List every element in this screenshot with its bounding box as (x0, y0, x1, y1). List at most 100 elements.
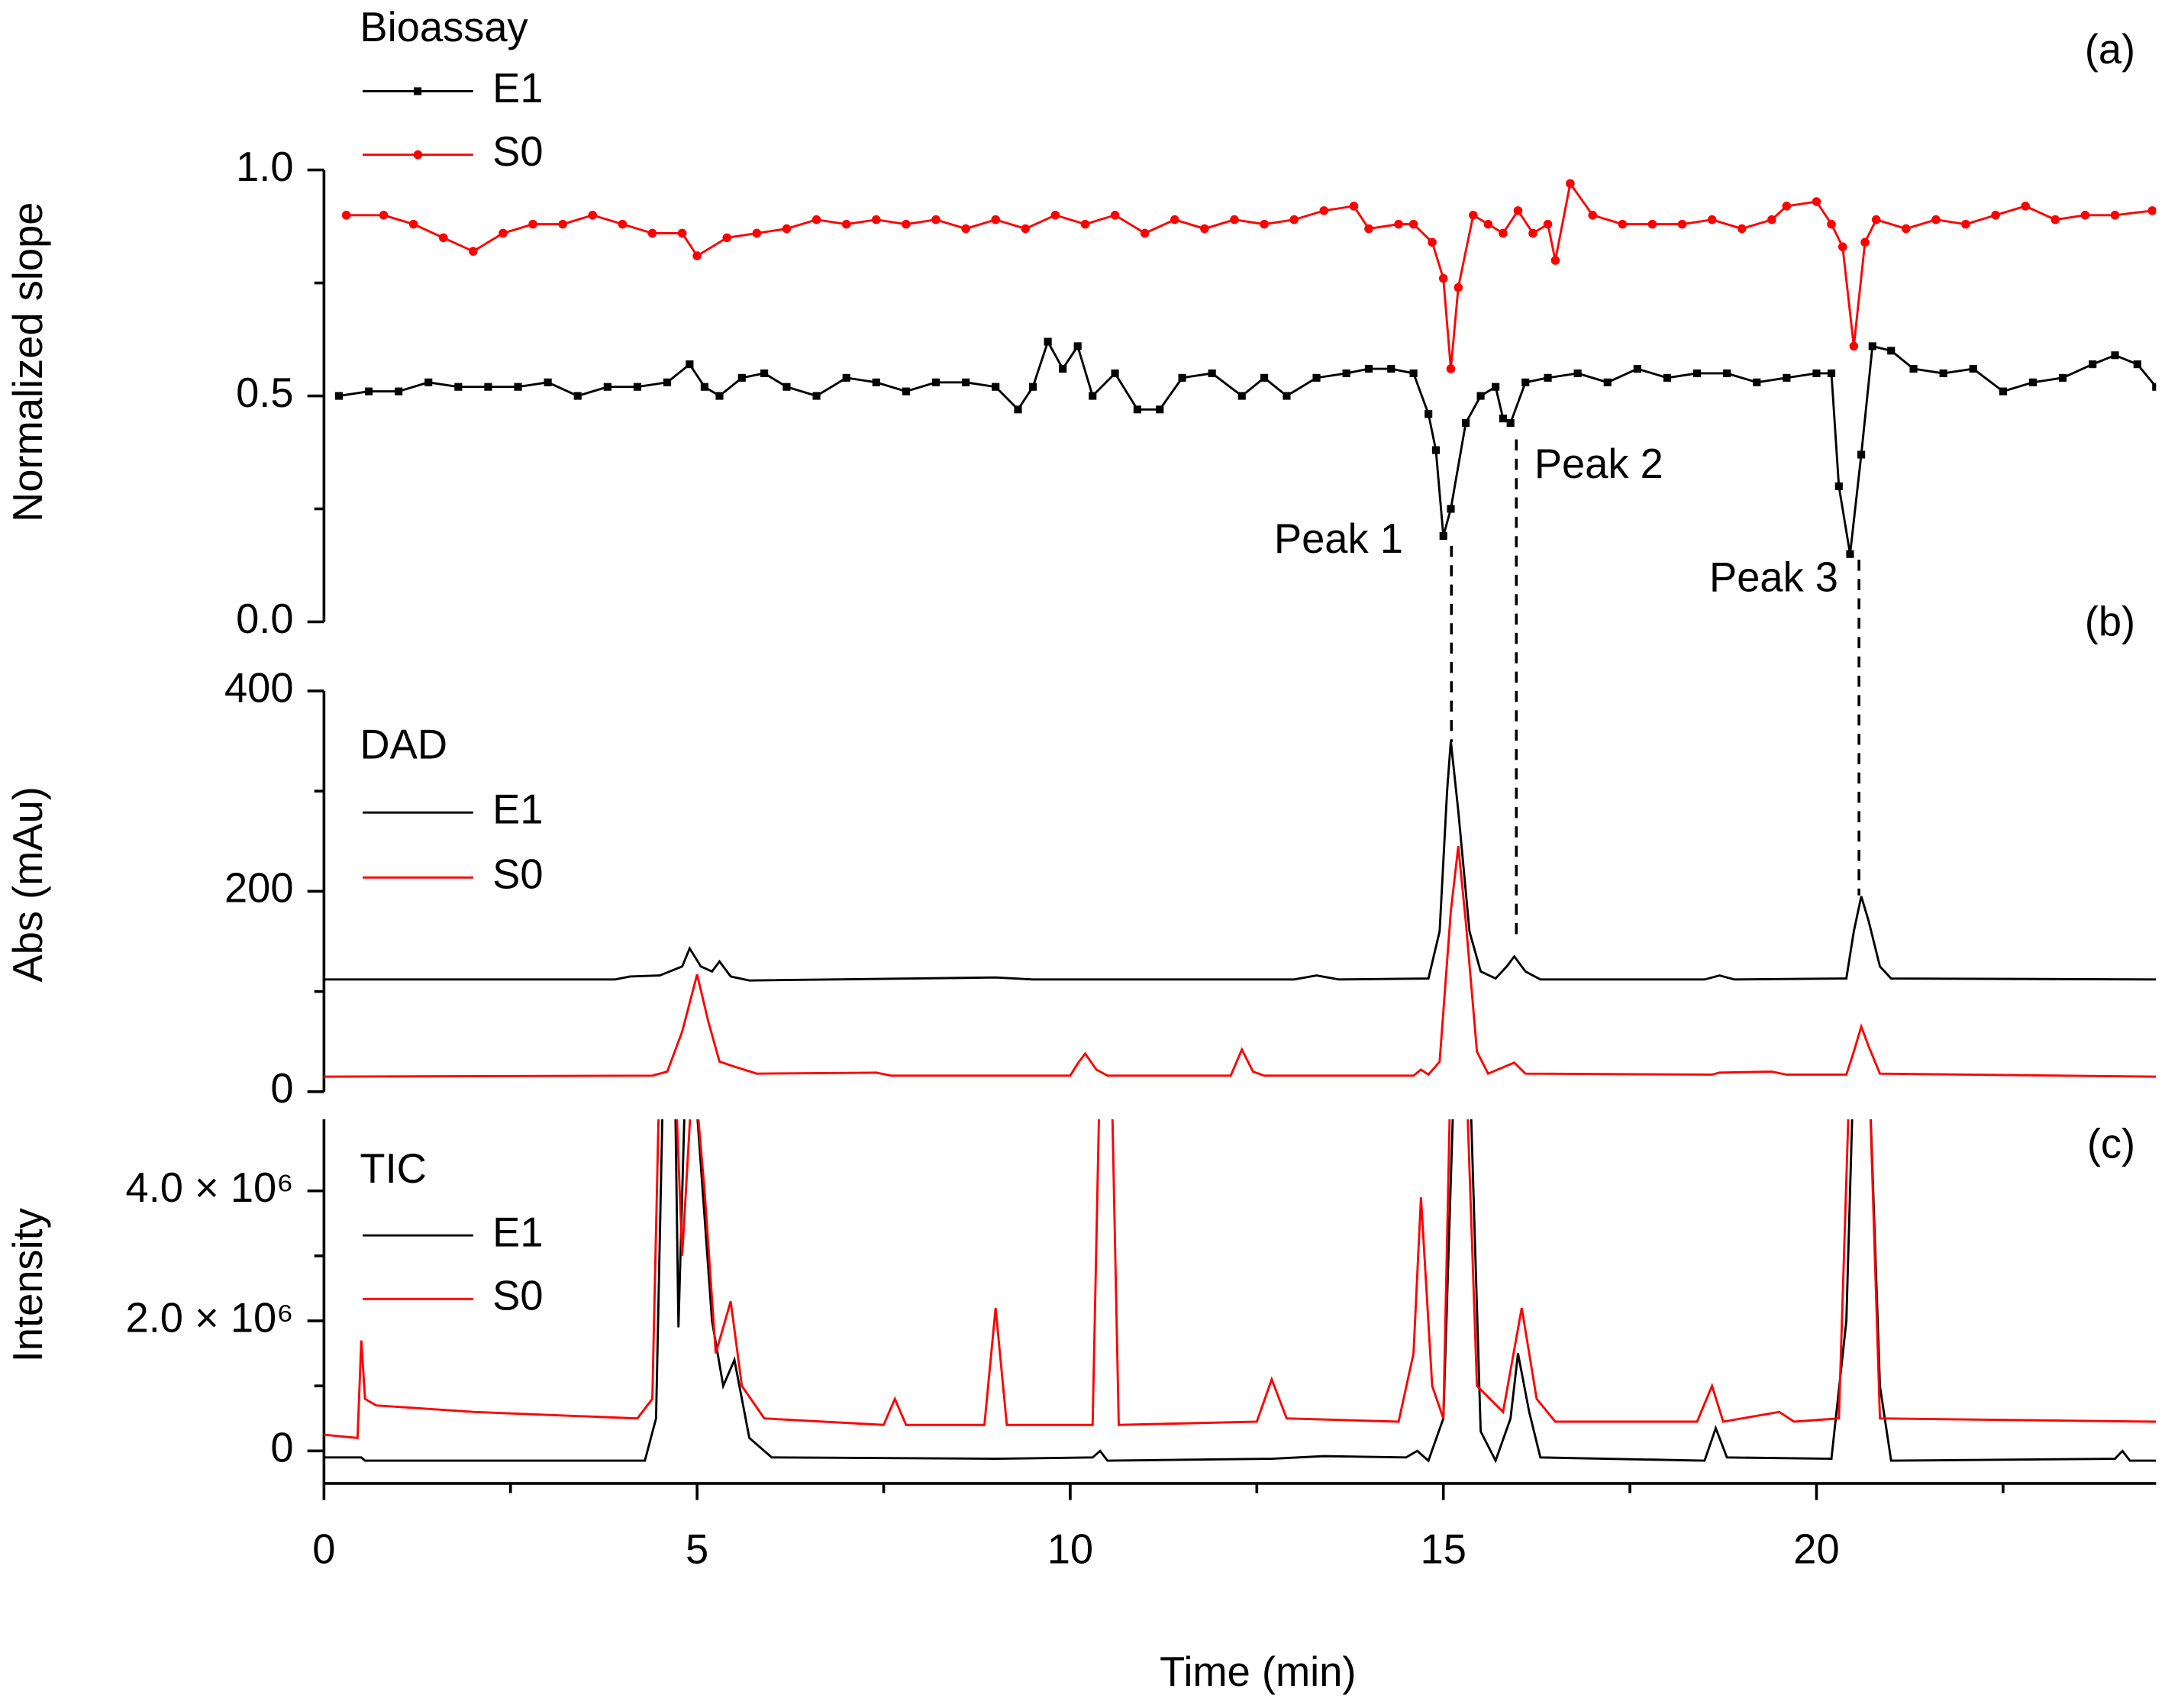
legend-label: E1 (492, 65, 543, 111)
marker (1178, 373, 1186, 382)
marker (1387, 364, 1395, 373)
y-tick-label: 0 (270, 1065, 293, 1112)
marker (1939, 369, 1947, 378)
marker (1237, 392, 1246, 400)
marker (1059, 364, 1067, 373)
marker (992, 383, 1000, 391)
marker (1588, 211, 1598, 220)
marker (1349, 202, 1359, 211)
panel-label: (a) (2085, 26, 2135, 73)
marker (1663, 373, 1672, 382)
legend-marker (414, 87, 422, 95)
marker (1428, 237, 1437, 247)
marker (1044, 337, 1052, 346)
y-tick-label: 0.5 (236, 370, 293, 416)
marker (1931, 215, 1941, 224)
marker (395, 387, 403, 396)
marker (722, 233, 732, 243)
marker (1469, 211, 1478, 220)
marker (454, 383, 463, 391)
marker (782, 224, 792, 234)
marker (1633, 364, 1641, 373)
marker (1857, 450, 1866, 459)
marker (902, 387, 910, 396)
marker (1737, 224, 1747, 234)
marker (1111, 369, 1119, 378)
marker (686, 360, 694, 369)
marker (1827, 219, 1836, 229)
marker (2152, 383, 2157, 391)
marker (1812, 197, 1821, 206)
marker (514, 383, 522, 391)
legend-label: S0 (492, 128, 543, 175)
marker (1156, 405, 1164, 414)
marker (1312, 373, 1321, 382)
marker (931, 378, 941, 386)
marker (1208, 369, 1216, 378)
marker (1647, 219, 1657, 229)
marker (1543, 219, 1553, 229)
marker (1140, 228, 1150, 238)
marker (603, 383, 611, 391)
legend-title: Bioassay (360, 4, 528, 50)
marker (1028, 383, 1037, 391)
marker (663, 378, 672, 386)
marker (1603, 378, 1612, 386)
marker (1550, 256, 1560, 265)
marker (1723, 369, 1731, 378)
marker (1707, 215, 1717, 224)
marker (438, 233, 448, 243)
marker (1483, 219, 1493, 229)
y-tick-label: 2.0 × 10⁶ (126, 1294, 294, 1341)
marker (811, 215, 821, 224)
marker (1200, 224, 1209, 234)
marker (1849, 341, 1859, 351)
marker (1838, 242, 1847, 252)
marker (1506, 418, 1515, 428)
x-tick-label: 0 (312, 1526, 335, 1573)
marker (647, 228, 657, 238)
marker (1846, 550, 1854, 558)
marker (364, 387, 373, 396)
marker (737, 373, 746, 382)
marker (2147, 206, 2157, 215)
marker (1871, 215, 1881, 224)
marker (558, 219, 567, 229)
peak-label: Peak 2 (1534, 441, 1663, 487)
marker (842, 373, 850, 382)
marker (498, 228, 508, 238)
marker (1909, 364, 1918, 373)
marker (700, 383, 708, 391)
marker (1408, 219, 1418, 229)
marker (1901, 224, 1911, 234)
marker (1566, 179, 1575, 189)
marker (408, 219, 418, 229)
y-tick-label: 1.0 (236, 144, 293, 190)
marker (2110, 211, 2120, 220)
marker (752, 228, 762, 238)
marker (1677, 219, 1687, 229)
marker (334, 392, 343, 400)
marker (1021, 224, 1031, 234)
y-tick-label: 0.0 (236, 596, 293, 642)
marker (1439, 531, 1447, 541)
legend-label: S0 (492, 851, 543, 898)
marker (1364, 224, 1373, 234)
marker (1961, 219, 1970, 229)
marker (2021, 202, 2030, 211)
marker (1447, 505, 1455, 513)
plot-area (324, 1119, 2157, 1464)
legend-marker (413, 150, 423, 160)
x-tick-label: 10 (1047, 1526, 1093, 1573)
legend-label: S0 (492, 1273, 543, 1319)
plot-area (324, 741, 2157, 1078)
marker (2133, 360, 2141, 369)
marker (1868, 342, 1876, 350)
legend-title: TIC (360, 1145, 426, 1192)
marker (902, 219, 911, 229)
marker (1461, 418, 1470, 428)
marker (1133, 405, 1141, 414)
marker (1319, 206, 1329, 215)
marker (782, 383, 791, 391)
